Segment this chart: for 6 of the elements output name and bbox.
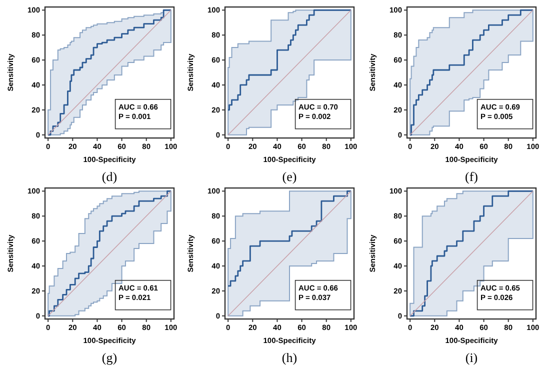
- text: (d): [102, 169, 118, 184]
- text: (e): [282, 169, 297, 184]
- text: (i): [465, 350, 478, 365]
- text: (g): [102, 350, 118, 365]
- text: (f): [465, 169, 478, 184]
- text: (h): [282, 350, 298, 365]
